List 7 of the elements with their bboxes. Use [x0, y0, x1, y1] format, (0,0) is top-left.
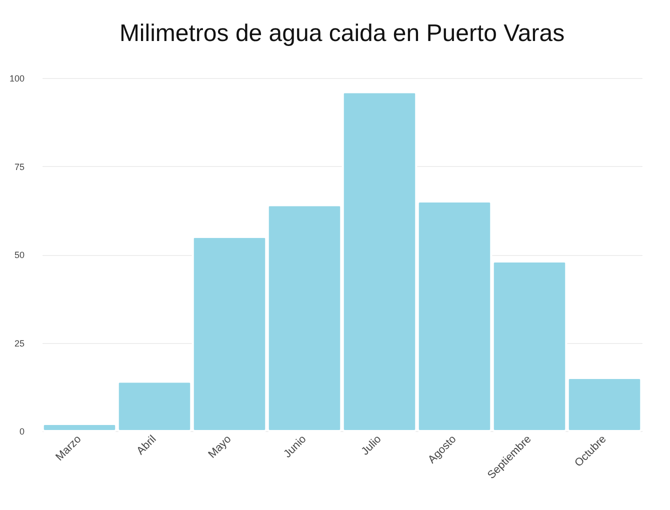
y-tick-label: 25 [14, 338, 24, 348]
chart-title: Milimetros de agua caida en Puerto Varas [119, 20, 565, 47]
y-tick-label: 100 [9, 74, 24, 84]
y-tick-label: 75 [14, 162, 24, 172]
x-tick-label: Julio [359, 433, 384, 458]
y-tick-label: 0 [19, 426, 24, 436]
y-tick-label: 50 [14, 250, 24, 260]
